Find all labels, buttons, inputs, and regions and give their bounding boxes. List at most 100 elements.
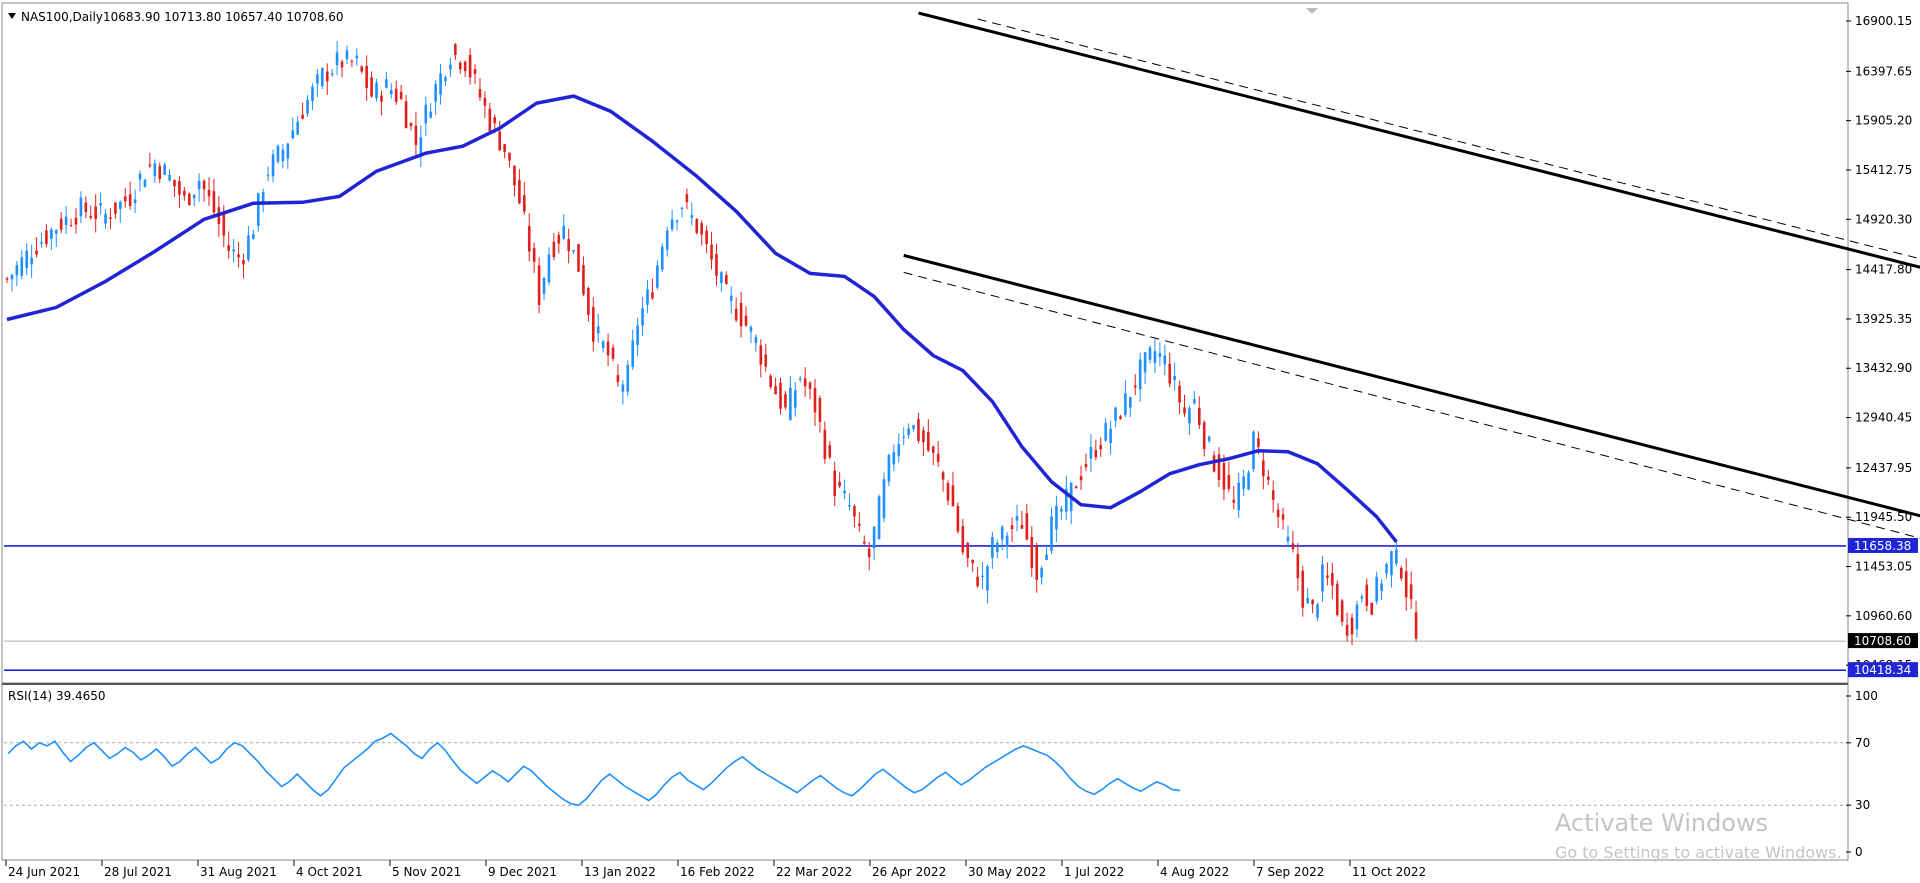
candle (660, 243, 664, 273)
moving-average-line[interactable] (6, 94, 1398, 543)
candle (641, 296, 644, 337)
candle (754, 334, 758, 352)
candle-body (961, 526, 965, 553)
time-tick-label: 31 Aug 2021 (200, 865, 277, 879)
candle (158, 162, 162, 184)
candle (527, 213, 531, 262)
candle (434, 80, 437, 116)
channel-upper-line[interactable] (918, 11, 1920, 682)
candle (646, 279, 649, 314)
channel-upper-dashed-line[interactable] (977, 18, 1920, 682)
candle (306, 95, 309, 117)
candle (700, 220, 703, 246)
candle-body (976, 576, 979, 587)
candle-body (1326, 575, 1329, 578)
time-tick-label: 11 Oct 2022 (1352, 865, 1426, 879)
candle-body (1129, 396, 1132, 408)
candle-body (1055, 505, 1058, 530)
candle-body (316, 74, 319, 84)
candle (853, 504, 856, 528)
time-tick-label: 24 Jun 2021 (8, 865, 80, 879)
candle (1064, 475, 1068, 520)
candle (1074, 485, 1078, 489)
candle-body (513, 165, 516, 186)
candle-body (389, 90, 393, 95)
candle-body (20, 257, 24, 276)
candle-body (40, 242, 43, 244)
candle-body (291, 130, 295, 139)
candle (1040, 565, 1043, 585)
candle (601, 339, 605, 353)
candle (1271, 480, 1275, 513)
candle (153, 159, 157, 184)
candle-body (1114, 407, 1117, 421)
candle-body (463, 61, 467, 72)
candle (1326, 562, 1329, 586)
candle (1104, 418, 1107, 442)
candle-body (660, 246, 664, 270)
candle (197, 173, 201, 202)
candle (202, 179, 206, 202)
candle-body (532, 248, 536, 262)
candle (537, 257, 541, 314)
candle-body (114, 202, 117, 214)
candle (685, 188, 689, 210)
candle-body (759, 345, 763, 365)
candle-body (404, 101, 408, 129)
candle-body (1311, 599, 1314, 605)
candle (858, 512, 861, 532)
trend-channel[interactable] (903, 11, 1920, 682)
candle (311, 83, 314, 110)
candle-body (1109, 428, 1112, 444)
candle (784, 391, 787, 410)
candle (1242, 469, 1245, 497)
candle (114, 202, 117, 219)
candle (488, 103, 492, 135)
horizontal-lines[interactable] (4, 545, 1846, 671)
symbol-label: NAS100,Daily (21, 10, 103, 24)
candle-body (10, 274, 14, 280)
candle-body (793, 390, 797, 408)
candle (882, 472, 886, 523)
candle (1015, 504, 1019, 532)
price-tick-label: 14920.30 (1855, 212, 1912, 226)
price-label-text: 10418.34 (1854, 663, 1911, 677)
candle (759, 339, 763, 378)
candle-body (927, 432, 930, 451)
candle (79, 191, 83, 224)
candle (872, 526, 876, 560)
candle (212, 178, 216, 219)
candle (897, 433, 901, 463)
candle (458, 60, 462, 74)
candle-body (1232, 499, 1236, 503)
candle (946, 480, 950, 506)
candle-body (1399, 567, 1403, 579)
candle-body (621, 384, 625, 392)
rsi-levels (4, 742, 1846, 806)
candle (552, 233, 556, 261)
scroll-marker-icon[interactable] (1306, 8, 1318, 14)
candle (936, 441, 940, 467)
candle-body (454, 44, 457, 56)
candle (375, 78, 378, 102)
channel-lower-line[interactable] (903, 253, 1920, 682)
candle-body (882, 479, 886, 519)
candle-body (133, 199, 137, 204)
candle (1188, 405, 1191, 436)
candle (503, 144, 506, 159)
rsi-tick-label: 70 (1855, 736, 1870, 750)
collapse-triangle-icon[interactable] (8, 13, 16, 19)
candle (941, 470, 945, 492)
candle-body (1153, 351, 1157, 363)
rsi-line[interactable] (7, 732, 1181, 807)
candle-body (266, 174, 270, 176)
candle (1311, 599, 1314, 614)
candle (1055, 495, 1058, 543)
candle (1173, 362, 1176, 391)
candle (385, 71, 388, 89)
candle-body (779, 382, 782, 409)
candle (931, 445, 935, 466)
candle-body (202, 180, 206, 190)
candle-body (813, 387, 817, 413)
candle (508, 152, 511, 168)
